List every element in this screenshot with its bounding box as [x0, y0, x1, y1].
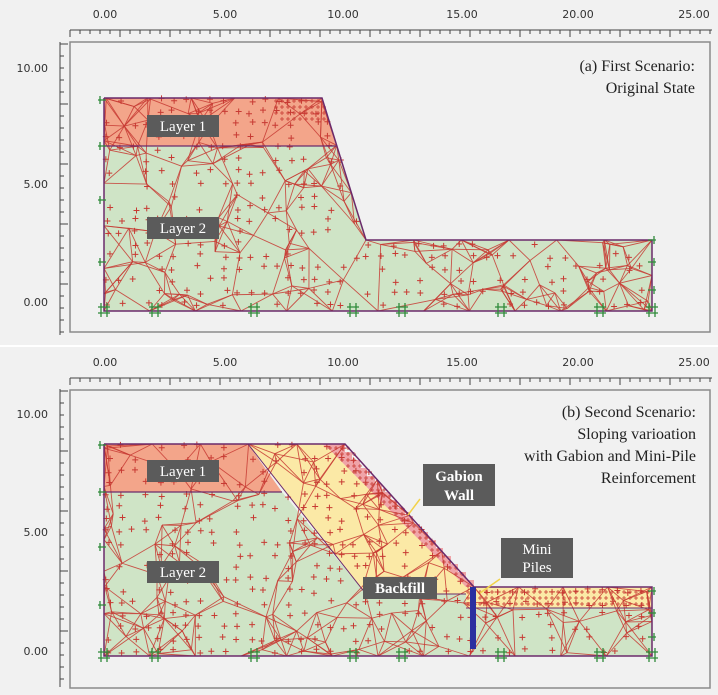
y-tick-label: 5.00 [24, 526, 49, 539]
x-tick-label: 25.00 [678, 8, 710, 21]
label-backfill: Backfill [363, 577, 437, 599]
scenario-title: (b) Second Scenario: Sloping varioation … [524, 404, 697, 487]
svg-text:Layer 1: Layer 1 [160, 464, 206, 480]
x-tick-label: 25.00 [678, 356, 710, 369]
x-tick-label: 0.00 [93, 356, 118, 369]
y-tick-label: 10.00 [17, 62, 49, 75]
svg-text:Piles: Piles [522, 560, 551, 576]
svg-text:(a) First Scenario:: (a) First Scenario: [579, 58, 695, 75]
panel-first-scenario: 0.00 5.00 10.00 15.00 20.00 25.00 10.00 … [0, 0, 718, 345]
label-layer-2: Layer 2 [147, 217, 219, 239]
mini-pile [470, 587, 476, 649]
y-tick-label: 0.00 [24, 296, 49, 309]
x-tick-label: 10.00 [327, 356, 359, 369]
pile-leader-line [479, 578, 501, 594]
top-ruler: 0.00 5.00 10.00 15.00 20.00 25.00 [69, 8, 712, 37]
svg-text:Sloping varioation: Sloping varioation [577, 426, 696, 443]
svg-text:Layer 2: Layer 2 [160, 221, 206, 237]
top-ruler: 0.00 5.00 10.00 15.00 20.00 25.00 [69, 356, 712, 385]
layer2-region [104, 492, 652, 656]
panel-second-scenario: 0.00 5.00 10.00 15.00 20.00 25.00 10.00 … [0, 347, 718, 695]
x-tick-label: 20.00 [562, 356, 594, 369]
svg-text:Wall: Wall [444, 488, 474, 504]
x-tick-label: 15.00 [446, 8, 478, 21]
x-tick-label: 0.00 [93, 8, 118, 21]
y-tick-label: 10.00 [17, 408, 49, 421]
svg-text:Layer 2: Layer 2 [160, 565, 206, 581]
boundary-fixities [98, 441, 658, 662]
left-ruler: 10.00 5.00 0.00 [17, 389, 68, 687]
label-mini-piles: Mini Piles [501, 538, 573, 578]
x-tick-label: 5.00 [213, 8, 238, 21]
model-boundary [103, 443, 653, 657]
label-layer-1: Layer 1 [147, 115, 219, 137]
y-tick-label: 0.00 [24, 645, 49, 658]
svg-text:Reinforcement: Reinforcement [601, 470, 697, 487]
label-layer-2: Layer 2 [147, 561, 219, 583]
left-ruler: 10.00 5.00 0.00 [17, 42, 68, 335]
label-gabion-wall: Gabion Wall [423, 464, 495, 506]
x-tick-label: 5.00 [213, 356, 238, 369]
gabion-leader-line [407, 498, 421, 516]
label-layer-1: Layer 1 [147, 460, 219, 482]
x-tick-label: 15.00 [446, 356, 478, 369]
svg-text:Mini: Mini [522, 542, 551, 558]
svg-text:with Gabion and Mini-Pile: with Gabion and Mini-Pile [524, 448, 696, 465]
svg-text:(b) Second Scenario:: (b) Second Scenario: [562, 404, 696, 421]
scenario-title: (a) First Scenario: Original State [579, 58, 695, 97]
x-tick-label: 20.00 [562, 8, 594, 21]
backfill-region [248, 444, 472, 608]
svg-text:Layer 1: Layer 1 [160, 119, 206, 135]
svg-text:Original State: Original State [606, 80, 695, 97]
y-tick-label: 5.00 [24, 178, 49, 191]
x-tick-label: 10.00 [327, 8, 359, 21]
svg-text:Backfill: Backfill [375, 581, 425, 597]
mesh-nodes [102, 95, 645, 310]
svg-text:Gabion: Gabion [435, 469, 483, 485]
boundary-fixities [98, 96, 658, 317]
